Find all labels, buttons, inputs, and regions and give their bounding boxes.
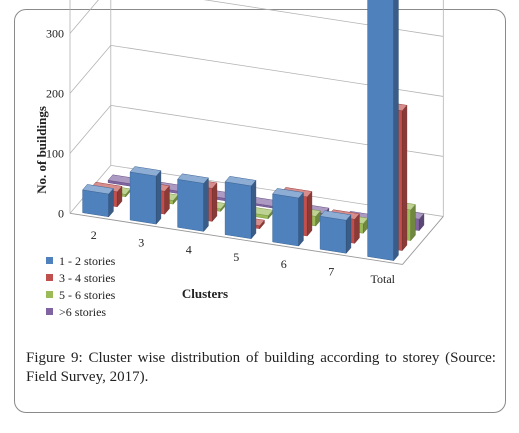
x-axis-title: Clusters bbox=[182, 286, 228, 301]
chart-bars bbox=[82, 0, 425, 262]
bar-1-2-stories-2 bbox=[82, 184, 114, 218]
bar-1-2-stories-5 bbox=[224, 176, 257, 240]
legend-label: >6 stories bbox=[59, 305, 106, 319]
y-tick-label: 100 bbox=[46, 146, 64, 160]
x-tick-label: 3 bbox=[138, 235, 144, 249]
legend-swatch bbox=[46, 257, 53, 264]
legend-label: 5 - 6 stories bbox=[59, 288, 116, 302]
y-tick-label: 300 bbox=[46, 26, 64, 40]
x-tick-label: Total bbox=[371, 272, 396, 286]
x-tick-label: 7 bbox=[328, 265, 334, 279]
y-tick-label: 0 bbox=[58, 206, 64, 220]
legend-label: 1 - 2 stories bbox=[59, 254, 116, 268]
chart-axes: 0100200300400500234567Total bbox=[46, 26, 444, 286]
caption-label: Figure 9: bbox=[26, 350, 83, 366]
floor-edge bbox=[402, 216, 444, 265]
gridline-side bbox=[69, 45, 112, 94]
bar-1-2-stories-6 bbox=[272, 188, 304, 247]
floor-edge bbox=[69, 212, 403, 265]
y-axis-title: No. of buildings bbox=[34, 106, 49, 194]
legend-swatch bbox=[46, 308, 53, 315]
y-tick-label: 200 bbox=[46, 86, 64, 100]
legend-label: 3 - 4 stories bbox=[59, 271, 116, 285]
bar-1-2-stories-7 bbox=[319, 210, 352, 254]
x-tick-label: 5 bbox=[233, 250, 239, 264]
caption-text: Cluster wise distribution of building ac… bbox=[26, 350, 496, 385]
bar-1-2-stories-4 bbox=[177, 173, 209, 233]
figure-caption: Figure 9: Cluster wise distribution of b… bbox=[26, 349, 496, 387]
gridline-side bbox=[69, 0, 99, 34]
x-tick-label: 4 bbox=[186, 243, 192, 257]
legend-swatch bbox=[46, 291, 53, 298]
bar-1-2-stories-3 bbox=[129, 166, 162, 225]
x-tick-label: 6 bbox=[281, 257, 287, 271]
legend-swatch bbox=[46, 274, 53, 281]
chart-legend: 1 - 2 stories 3 - 4 stories 5 - 6 stories >… bbox=[46, 254, 116, 319]
bar-1-2-stories-total bbox=[367, 0, 399, 262]
x-tick-label: 2 bbox=[91, 228, 97, 242]
gridline-side bbox=[69, 105, 112, 154]
